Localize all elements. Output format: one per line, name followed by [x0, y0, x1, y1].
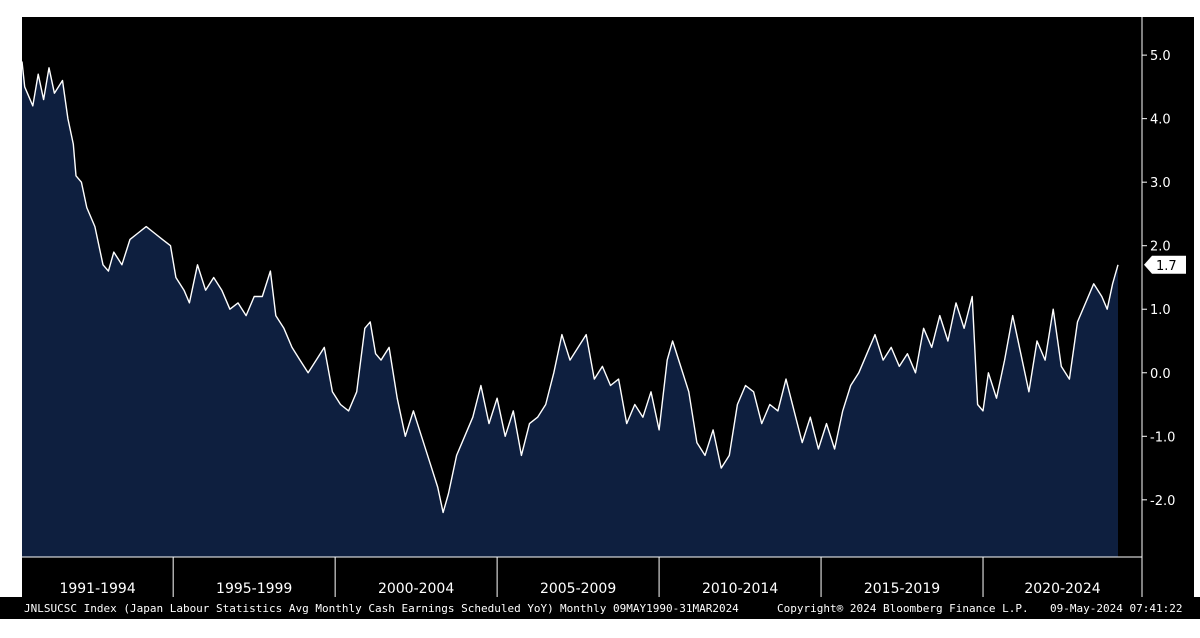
series-area [22, 61, 1118, 557]
x-ticks: 1991-1994 1995-1999 2000-2004 2005-2009 2010… [59, 557, 1101, 597]
x-tick-label: 2000-2004 [378, 581, 454, 597]
y-tick-label: 3.0 [1150, 176, 1171, 191]
y-tick-label: 0.0 [1150, 367, 1171, 382]
y-tick-label: 4.0 [1150, 113, 1171, 128]
footer-range: Monthly 09MAY1990-31MAR2024 [560, 602, 739, 615]
x-axis-band [22, 557, 1142, 597]
x-tick-label: 2015-2019 [864, 581, 940, 597]
y-axis-band [1142, 17, 1194, 597]
footer-copyright: Copyright® 2024 Bloomberg Finance L.P. [777, 602, 1029, 615]
y-ticks: -2.0 -1.0 0.0 1.0 2.0 3.0 4.0 5.0 [1142, 49, 1175, 509]
last-value-tag [1144, 255, 1186, 274]
last-value-marker: 1.7 [1144, 255, 1186, 274]
y-tick-label: 1.0 [1150, 303, 1171, 318]
y-tick-label: -2.0 [1150, 494, 1175, 509]
y-tick-label: -1.0 [1150, 430, 1175, 445]
footer-band [0, 597, 1200, 619]
x-tick-label: 2010-2014 [702, 581, 778, 597]
footer-ticker: JNLSUCSC Index (Japan Labour Statistics … [24, 602, 554, 615]
footer-timestamp: 09-May-2024 07:41:22 [1050, 602, 1182, 615]
y-tick-label: 2.0 [1150, 240, 1171, 255]
area-layer [22, 61, 1118, 557]
line-layer [21, 61, 1119, 514]
series-line [21, 61, 1119, 514]
x-tick-label: 1995-1999 [216, 581, 292, 597]
x-tick-label: 2005-2009 [540, 581, 616, 597]
x-tick-label: 2020-2024 [1024, 581, 1100, 597]
x-tick-label: 1991-1994 [59, 581, 135, 597]
y-tick-label: 5.0 [1150, 49, 1171, 64]
last-value-label: 1.7 [1156, 259, 1177, 274]
